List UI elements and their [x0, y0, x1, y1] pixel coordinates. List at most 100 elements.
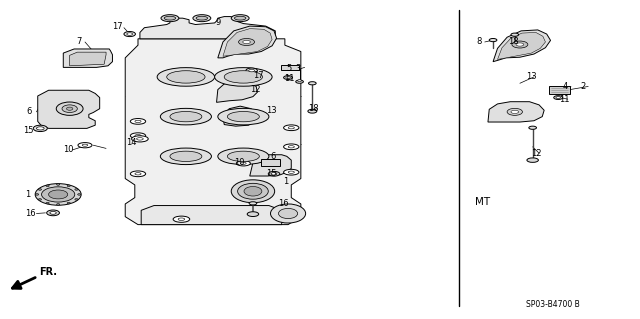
Ellipse shape [284, 76, 292, 79]
Polygon shape [250, 155, 291, 176]
Text: 10: 10 [63, 145, 74, 154]
Ellipse shape [75, 189, 78, 190]
Text: SP03-B4700 B: SP03-B4700 B [526, 300, 580, 309]
Ellipse shape [227, 111, 259, 122]
Ellipse shape [247, 212, 259, 217]
Text: 4: 4 [563, 82, 568, 91]
Text: 15: 15 [266, 169, 276, 178]
Ellipse shape [278, 208, 298, 219]
Ellipse shape [167, 71, 205, 83]
Text: 5: 5 [286, 64, 291, 73]
Polygon shape [497, 33, 545, 59]
Ellipse shape [227, 151, 259, 161]
Ellipse shape [231, 15, 249, 22]
Text: 16: 16 [25, 209, 36, 218]
Polygon shape [218, 26, 276, 58]
Text: 16: 16 [278, 199, 289, 208]
Ellipse shape [218, 108, 269, 125]
Ellipse shape [284, 125, 299, 130]
Ellipse shape [178, 218, 185, 220]
Ellipse shape [234, 16, 246, 20]
Text: 1: 1 [25, 190, 30, 199]
Text: 9: 9 [215, 19, 221, 27]
Ellipse shape [244, 187, 262, 196]
Ellipse shape [173, 216, 189, 222]
Ellipse shape [56, 204, 60, 205]
Bar [281, 64, 299, 70]
Ellipse shape [249, 69, 255, 72]
Text: 3: 3 [296, 64, 301, 73]
Ellipse shape [56, 184, 60, 185]
Ellipse shape [170, 151, 202, 161]
Ellipse shape [77, 194, 81, 195]
Text: 7: 7 [76, 38, 81, 47]
Ellipse shape [49, 190, 68, 199]
Ellipse shape [308, 109, 317, 113]
Ellipse shape [161, 108, 211, 125]
Ellipse shape [193, 15, 211, 22]
Text: FR.: FR. [39, 267, 57, 277]
Text: 17: 17 [253, 71, 264, 80]
Ellipse shape [554, 96, 563, 100]
Ellipse shape [82, 144, 88, 146]
Ellipse shape [511, 110, 518, 114]
Ellipse shape [135, 173, 141, 175]
Ellipse shape [136, 137, 143, 140]
Ellipse shape [489, 39, 497, 42]
Ellipse shape [298, 80, 301, 82]
Ellipse shape [556, 97, 561, 99]
Text: 2: 2 [580, 82, 586, 91]
Ellipse shape [127, 33, 132, 35]
Ellipse shape [271, 173, 277, 175]
Polygon shape [70, 52, 106, 66]
Ellipse shape [157, 68, 214, 86]
Ellipse shape [161, 15, 179, 22]
Polygon shape [493, 30, 550, 62]
Ellipse shape [56, 102, 83, 115]
Text: 11: 11 [559, 95, 570, 104]
Ellipse shape [131, 119, 146, 124]
Polygon shape [63, 49, 113, 67]
Polygon shape [488, 102, 544, 122]
Ellipse shape [218, 148, 269, 165]
Ellipse shape [67, 202, 70, 204]
Ellipse shape [284, 144, 299, 150]
Polygon shape [216, 82, 257, 102]
Ellipse shape [42, 187, 75, 202]
Text: 12: 12 [531, 149, 541, 158]
Ellipse shape [196, 16, 207, 20]
Ellipse shape [46, 185, 49, 187]
Polygon shape [140, 17, 275, 39]
Ellipse shape [35, 184, 81, 205]
Ellipse shape [271, 204, 306, 223]
Text: MT: MT [474, 197, 490, 207]
Ellipse shape [224, 71, 262, 83]
Ellipse shape [237, 183, 268, 199]
Ellipse shape [131, 171, 146, 177]
Ellipse shape [67, 107, 73, 110]
Ellipse shape [78, 143, 92, 148]
Ellipse shape [124, 32, 136, 37]
Text: 11: 11 [284, 74, 295, 83]
Ellipse shape [243, 41, 250, 44]
Ellipse shape [38, 199, 42, 200]
Text: 17: 17 [113, 22, 123, 31]
Ellipse shape [161, 148, 211, 165]
Ellipse shape [511, 33, 518, 36]
Ellipse shape [47, 210, 60, 216]
Text: 13: 13 [266, 106, 276, 115]
Polygon shape [223, 106, 256, 126]
Ellipse shape [296, 80, 303, 83]
Ellipse shape [288, 146, 294, 148]
Ellipse shape [236, 161, 250, 166]
Ellipse shape [288, 171, 294, 173]
Text: 12: 12 [250, 85, 260, 94]
Ellipse shape [170, 111, 202, 122]
Bar [260, 159, 280, 166]
Ellipse shape [38, 189, 42, 190]
Ellipse shape [516, 43, 524, 46]
Ellipse shape [507, 108, 522, 115]
Bar [549, 86, 570, 93]
Ellipse shape [132, 136, 148, 142]
Text: 8: 8 [476, 38, 482, 47]
